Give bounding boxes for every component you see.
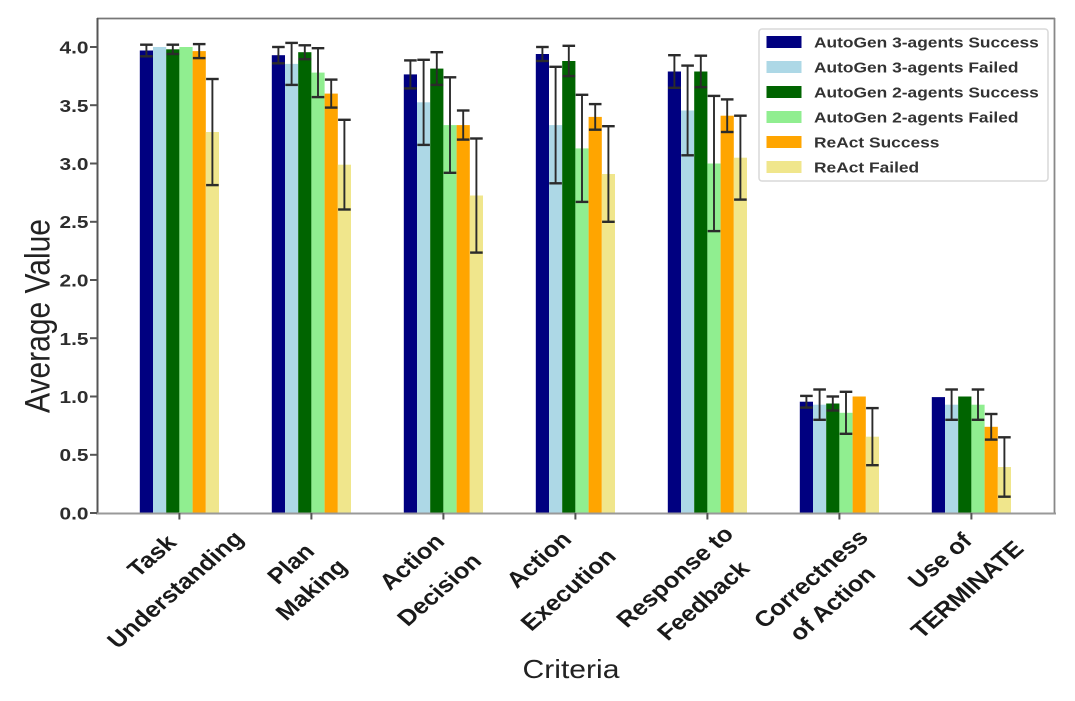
svg-text:ReAct Failed: ReAct Failed [814, 160, 919, 177]
svg-text:AutoGen 3-agents Success: AutoGen 3-agents Success [814, 35, 1039, 52]
svg-text:0.5: 0.5 [60, 445, 89, 465]
svg-text:ReAct Success: ReAct Success [814, 135, 939, 152]
svg-text:1.0: 1.0 [60, 387, 89, 407]
svg-text:AutoGen 3-agents Failed: AutoGen 3-agents Failed [814, 60, 1018, 77]
svg-text:0.0: 0.0 [60, 504, 89, 524]
svg-text:3.0: 3.0 [60, 154, 89, 174]
svg-text:Average Value: Average Value [18, 219, 57, 413]
svg-text:2.0: 2.0 [60, 271, 89, 291]
svg-text:2.5: 2.5 [60, 212, 89, 232]
svg-text:AutoGen 2-agents Success: AutoGen 2-agents Success [814, 85, 1039, 102]
svg-text:1.5: 1.5 [60, 329, 89, 349]
svg-text:3.5: 3.5 [60, 96, 89, 116]
svg-text:Criteria: Criteria [523, 655, 620, 684]
svg-text:4.0: 4.0 [60, 38, 89, 58]
svg-text:AutoGen 2-agents Failed: AutoGen 2-agents Failed [814, 110, 1018, 127]
